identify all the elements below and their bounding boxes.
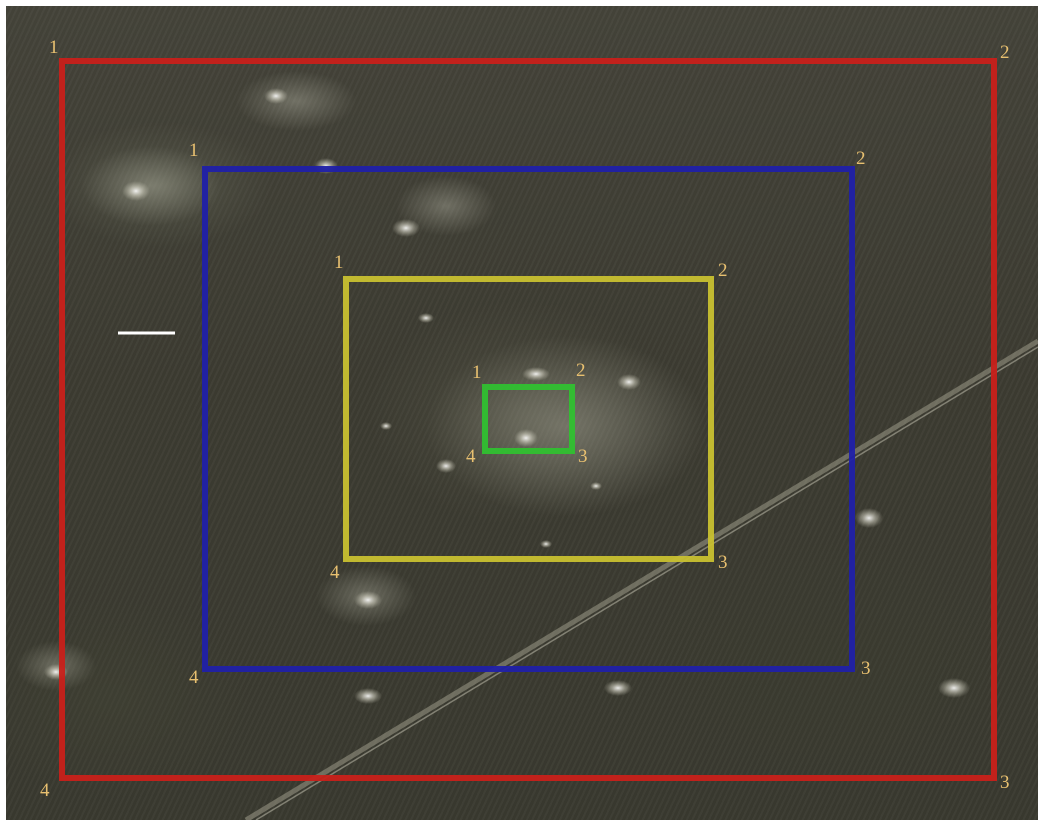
blue-corner-3: 3 [861,658,871,679]
red-corner-3: 3 [1000,772,1010,793]
diagonal-track [244,338,1038,820]
blue-corner-1: 1 [189,140,199,161]
red-corner-4: 4 [40,780,50,801]
blue-corner-2: 2 [856,148,866,169]
red-corner-1: 1 [49,37,59,58]
green-corner-3: 3 [578,446,588,467]
red-corner-2: 2 [1000,42,1010,63]
green-corner-1: 1 [472,362,482,383]
yellow-frame [343,276,714,562]
red-frame [59,58,997,781]
green-corner-4: 4 [466,446,476,467]
green-frame [482,384,575,454]
blue-corner-4: 4 [189,667,199,688]
yellow-corner-2: 2 [718,260,728,281]
satellite-image: 1 2 3 4 1 2 3 4 1 2 3 4 1 2 3 4 [6,6,1038,820]
overlay: 1 2 3 4 1 2 3 4 1 2 3 4 1 2 3 4 [16,37,1038,820]
yellow-corner-1: 1 [334,252,344,273]
yellow-corner-4: 4 [330,562,340,583]
green-corner-2: 2 [576,360,586,381]
yellow-corner-3: 3 [718,552,728,573]
blue-frame [202,166,855,672]
